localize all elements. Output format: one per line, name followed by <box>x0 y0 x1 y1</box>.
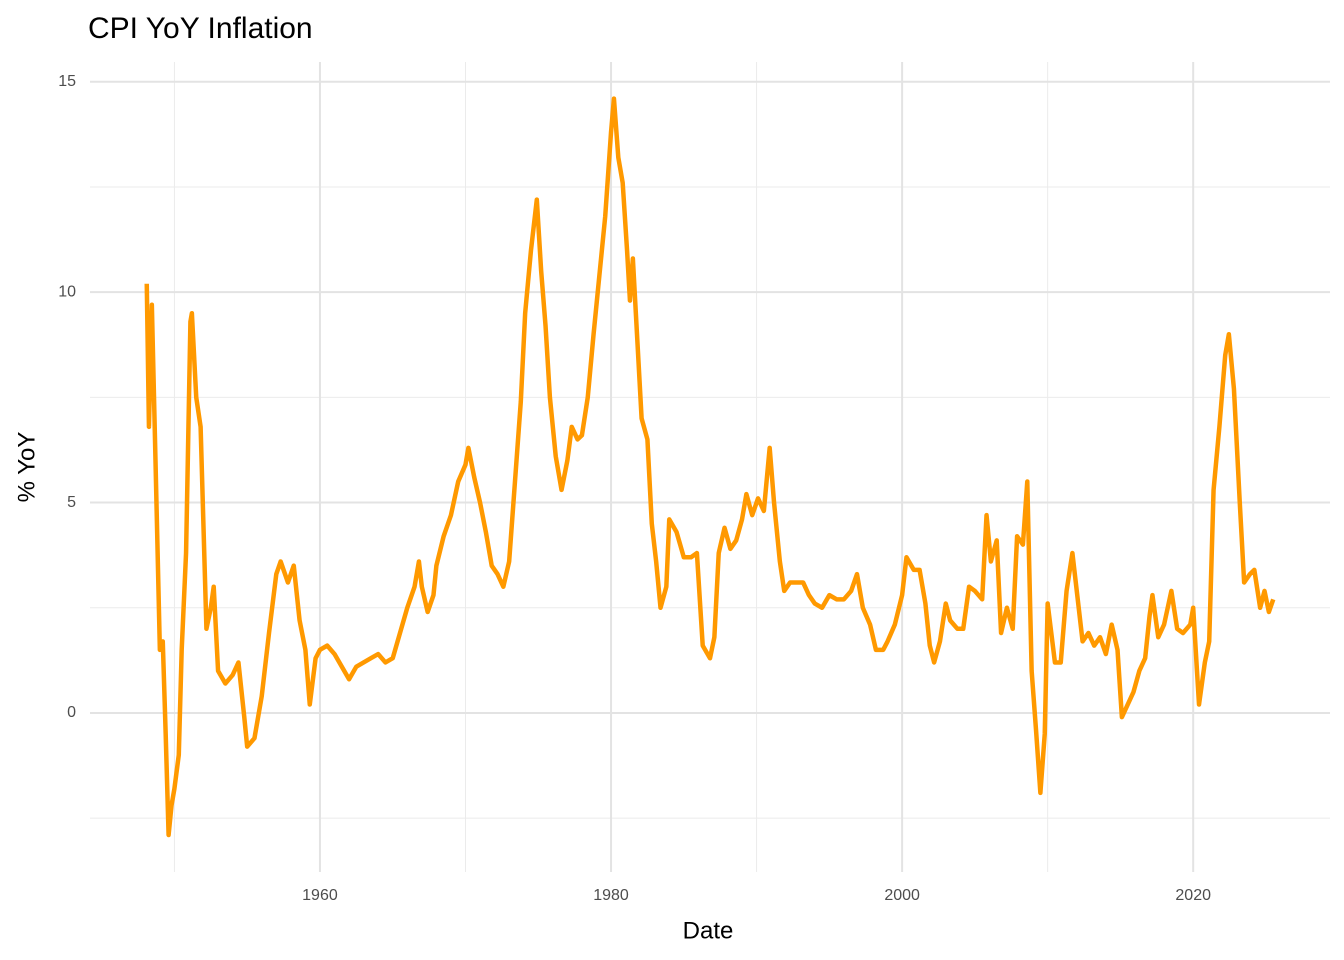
x-tick-label: 1980 <box>593 887 629 904</box>
series-line <box>144 96 1276 838</box>
y-tick-label: 0 <box>67 704 76 721</box>
x-axis-title: Date <box>683 917 734 944</box>
x-tick-label: 2000 <box>884 887 920 904</box>
y-tick-label: 10 <box>58 283 76 300</box>
y-axis-title: % YoY <box>13 432 40 503</box>
y-tick-label: 5 <box>67 494 76 511</box>
x-tick-label: 1960 <box>302 887 338 904</box>
x-tick-label: 2020 <box>1175 887 1211 904</box>
y-tick-label: 15 <box>58 73 76 90</box>
chart-title: CPI YoY Inflation <box>88 12 313 45</box>
